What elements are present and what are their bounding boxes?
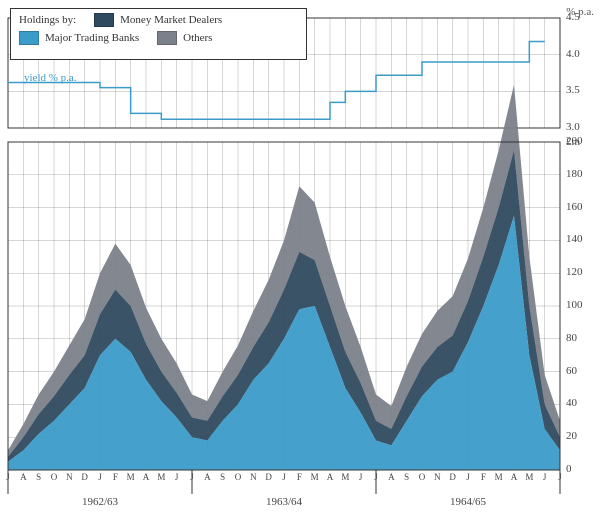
x-month-label: M xyxy=(311,472,319,482)
x-month-label: M xyxy=(495,472,503,482)
x-month-label: S xyxy=(36,472,41,482)
x-month-label: J xyxy=(6,472,10,482)
bottom-ytick: 200 xyxy=(566,135,594,147)
x-month-label: S xyxy=(220,472,225,482)
top-ytick: 3.5 xyxy=(566,84,594,96)
bottom-ytick: 160 xyxy=(566,201,594,213)
x-month-label: A xyxy=(143,472,150,482)
bottom-ytick: 40 xyxy=(566,397,594,409)
bottom-ytick: 20 xyxy=(566,430,594,442)
legend-label-others: Others xyxy=(183,32,212,44)
bottom-ytick: 140 xyxy=(566,233,594,245)
x-month-label: D xyxy=(265,472,272,482)
x-month-label: D xyxy=(81,472,88,482)
x-month-label: F xyxy=(297,472,302,482)
swatch-others xyxy=(157,31,177,45)
x-month-label: F xyxy=(481,472,486,482)
x-month-label: J xyxy=(466,472,470,482)
x-month-label: O xyxy=(235,472,242,482)
x-month-label: A xyxy=(204,472,211,482)
bottom-ytick: 0 xyxy=(566,463,594,475)
x-month-label: M xyxy=(127,472,135,482)
x-month-label: M xyxy=(157,472,165,482)
top-ytick: 3.0 xyxy=(566,121,594,133)
x-month-label: M xyxy=(525,472,533,482)
swatch-banks xyxy=(19,31,39,45)
yield-label: yield % p.a. xyxy=(24,72,77,84)
x-month-label: O xyxy=(51,472,58,482)
top-ytick: 4.0 xyxy=(566,48,594,60)
x-month-label: A xyxy=(388,472,395,482)
x-month-label: J xyxy=(543,472,547,482)
x-month-label: F xyxy=(113,472,118,482)
x-month-label: J xyxy=(374,472,378,482)
x-month-label: J xyxy=(98,472,102,482)
x-period-label: 1964/65 xyxy=(450,496,486,508)
chart-container: Holdings by: Money Market Dealers Major … xyxy=(0,0,600,520)
x-month-label: J xyxy=(282,472,286,482)
legend-label-mmd: Money Market Dealers xyxy=(120,14,222,26)
x-month-label: J xyxy=(558,472,562,482)
bottom-ytick: 180 xyxy=(566,168,594,180)
x-month-label: S xyxy=(404,472,409,482)
x-month-label: D xyxy=(449,472,456,482)
x-month-label: A xyxy=(511,472,518,482)
legend-title: Holdings by: xyxy=(19,14,76,26)
legend: Holdings by: Money Market Dealers Major … xyxy=(10,8,307,60)
x-month-label: J xyxy=(175,472,179,482)
swatch-mmd xyxy=(94,13,114,27)
chart-svg xyxy=(0,0,600,520)
bottom-ytick: 60 xyxy=(566,365,594,377)
x-month-label: J xyxy=(359,472,363,482)
x-month-label: M xyxy=(341,472,349,482)
x-period-label: 1963/64 xyxy=(266,496,302,508)
top-ytick: 4.5 xyxy=(566,11,594,23)
x-month-label: O xyxy=(419,472,426,482)
bottom-ytick: 80 xyxy=(566,332,594,344)
x-month-label: N xyxy=(250,472,257,482)
x-period-label: 1962/63 xyxy=(82,496,118,508)
x-month-label: N xyxy=(434,472,441,482)
x-month-label: N xyxy=(66,472,73,482)
bottom-ytick: 120 xyxy=(566,266,594,278)
x-month-label: A xyxy=(327,472,334,482)
x-month-label: A xyxy=(20,472,27,482)
legend-label-banks: Major Trading Banks xyxy=(45,32,139,44)
x-month-label: J xyxy=(190,472,194,482)
bottom-ytick: 100 xyxy=(566,299,594,311)
